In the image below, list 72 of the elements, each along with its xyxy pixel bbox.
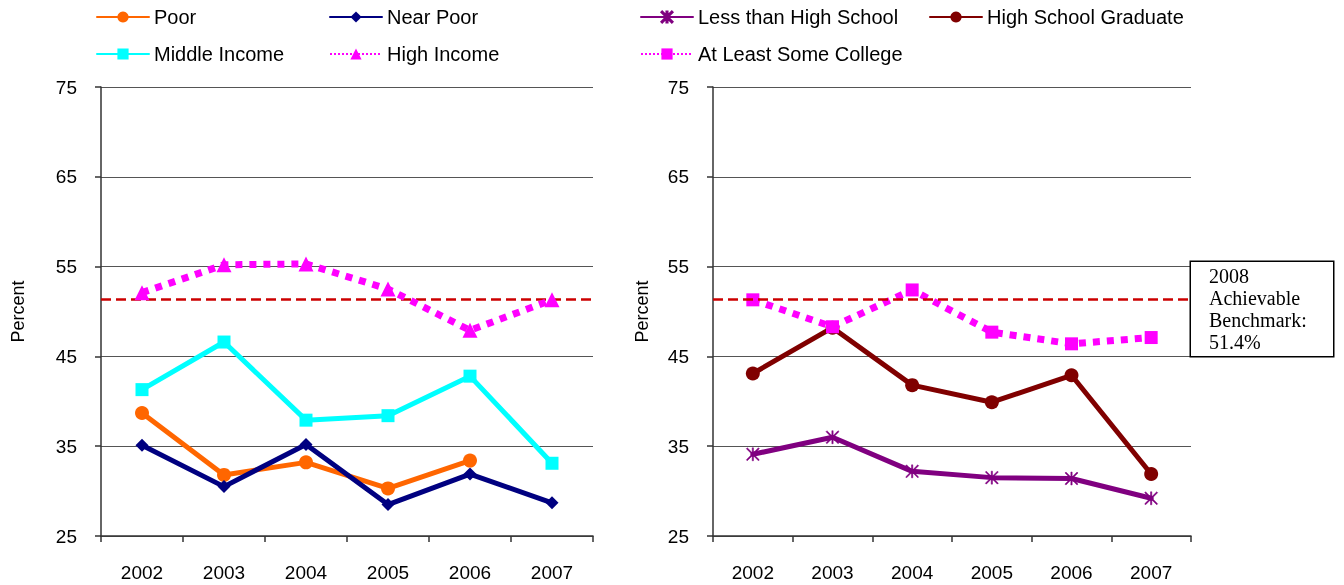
point bbox=[216, 257, 232, 273]
point bbox=[217, 467, 231, 482]
point bbox=[745, 366, 760, 381]
y-tick-label: 75 bbox=[55, 76, 77, 98]
point bbox=[985, 325, 999, 339]
y-tick-label: 65 bbox=[667, 166, 689, 188]
point bbox=[381, 409, 395, 423]
x-tick-label: 2002 bbox=[731, 562, 774, 583]
x-tick-label: 2006 bbox=[448, 562, 492, 583]
point bbox=[1144, 467, 1159, 482]
point bbox=[381, 481, 395, 496]
point bbox=[135, 405, 149, 420]
y-tick-label: 25 bbox=[667, 525, 689, 547]
point bbox=[1064, 471, 1079, 486]
point bbox=[463, 453, 477, 468]
y-axis-title: Percent bbox=[8, 280, 28, 343]
point bbox=[545, 496, 559, 510]
y-tick-label: 35 bbox=[55, 435, 77, 457]
ref-line-label: 2008 Achievable Benchmark: 51.4% bbox=[1209, 264, 1312, 353]
x-tick-label: 2007 bbox=[1130, 562, 1173, 583]
x-tick-label: 2004 bbox=[891, 562, 934, 583]
legend-label: Less than High School bbox=[698, 6, 899, 28]
point bbox=[217, 335, 231, 349]
point bbox=[299, 455, 313, 470]
point bbox=[905, 378, 920, 393]
y-tick-label: 75 bbox=[667, 76, 689, 98]
point bbox=[985, 470, 999, 485]
point bbox=[380, 281, 396, 297]
point bbox=[134, 285, 150, 301]
legend-label: At Least Some College bbox=[698, 43, 903, 65]
point bbox=[381, 498, 395, 512]
y-tick-label: 45 bbox=[667, 345, 689, 367]
point bbox=[545, 456, 559, 470]
point bbox=[463, 369, 477, 383]
point bbox=[299, 437, 313, 451]
point bbox=[1144, 491, 1158, 506]
y-tick-label: 45 bbox=[55, 345, 77, 367]
point bbox=[298, 256, 314, 272]
point bbox=[462, 322, 478, 338]
point bbox=[1144, 331, 1158, 345]
legend-label: Near Poor bbox=[387, 6, 479, 28]
point bbox=[544, 292, 560, 308]
legend-label: High School Graduate bbox=[987, 6, 1184, 28]
x-tick-label: 2006 bbox=[1050, 562, 1093, 583]
point bbox=[905, 464, 919, 479]
point bbox=[905, 283, 919, 297]
point bbox=[463, 467, 477, 481]
legend-label: Middle Income bbox=[154, 43, 285, 65]
point bbox=[299, 413, 313, 427]
y-tick-label: 65 bbox=[55, 166, 77, 188]
point bbox=[217, 480, 231, 494]
x-tick-label: 2003 bbox=[811, 562, 854, 583]
point bbox=[746, 447, 760, 462]
point bbox=[1064, 368, 1079, 383]
x-tick-label: 2002 bbox=[120, 562, 164, 583]
x-tick-label: 2005 bbox=[970, 562, 1013, 583]
y-axis-title: Percent bbox=[632, 280, 652, 343]
x-tick-label: 2007 bbox=[530, 562, 574, 583]
y-tick-label: 25 bbox=[55, 525, 77, 547]
point bbox=[135, 438, 149, 452]
y-tick-label: 55 bbox=[55, 256, 77, 278]
point bbox=[984, 395, 999, 410]
x-tick-label: 2003 bbox=[202, 562, 246, 583]
point bbox=[135, 383, 149, 397]
point bbox=[825, 430, 840, 444]
legend-label: Poor bbox=[154, 6, 197, 28]
x-tick-label: 2004 bbox=[284, 562, 328, 583]
y-tick-label: 55 bbox=[667, 256, 689, 278]
point bbox=[1065, 337, 1078, 351]
y-tick-label: 35 bbox=[667, 435, 689, 457]
x-tick-label: 2005 bbox=[366, 562, 410, 583]
legend-label: High Income bbox=[387, 43, 500, 65]
